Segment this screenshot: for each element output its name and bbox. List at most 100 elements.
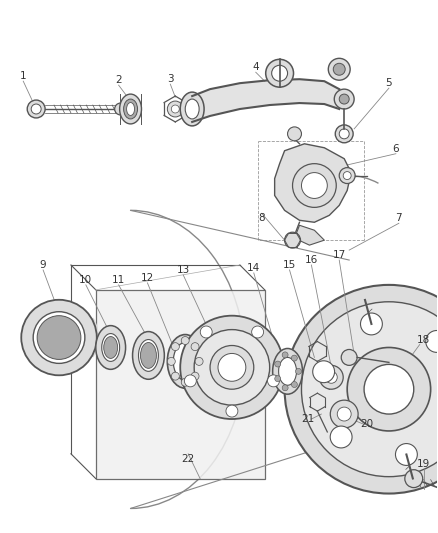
Circle shape — [396, 443, 417, 465]
Circle shape — [181, 378, 189, 386]
Circle shape — [194, 329, 270, 405]
Circle shape — [426, 330, 438, 352]
Text: 19: 19 — [417, 459, 430, 469]
Ellipse shape — [120, 94, 141, 124]
Ellipse shape — [185, 99, 199, 119]
Circle shape — [210, 345, 254, 389]
Ellipse shape — [279, 358, 297, 385]
Ellipse shape — [167, 335, 203, 388]
Text: 22: 22 — [182, 454, 195, 464]
Circle shape — [272, 65, 288, 81]
Text: 21: 21 — [301, 414, 314, 424]
Ellipse shape — [141, 343, 156, 368]
Circle shape — [171, 105, 179, 113]
Text: 7: 7 — [396, 213, 402, 223]
Circle shape — [288, 127, 301, 141]
Circle shape — [301, 173, 327, 198]
Ellipse shape — [124, 99, 138, 119]
Circle shape — [167, 358, 175, 365]
Text: 18: 18 — [417, 335, 430, 344]
Circle shape — [335, 125, 353, 143]
Circle shape — [27, 100, 45, 118]
Ellipse shape — [127, 102, 134, 116]
Ellipse shape — [138, 340, 159, 372]
Circle shape — [266, 59, 293, 87]
Text: 15: 15 — [283, 260, 296, 270]
Polygon shape — [294, 225, 324, 245]
Circle shape — [313, 361, 335, 383]
Circle shape — [360, 313, 382, 335]
Text: 4: 4 — [252, 62, 259, 72]
Circle shape — [184, 375, 196, 387]
Text: 10: 10 — [79, 275, 92, 285]
Circle shape — [285, 285, 438, 494]
Circle shape — [328, 58, 350, 80]
Text: 1: 1 — [20, 71, 27, 81]
Circle shape — [21, 300, 97, 375]
Circle shape — [339, 168, 355, 183]
Circle shape — [330, 426, 352, 448]
Polygon shape — [275, 144, 351, 222]
Text: 9: 9 — [40, 260, 46, 270]
Circle shape — [325, 372, 337, 383]
Circle shape — [171, 343, 179, 351]
Polygon shape — [192, 79, 339, 122]
Ellipse shape — [102, 334, 120, 361]
Text: 12: 12 — [141, 273, 154, 283]
Circle shape — [200, 326, 212, 338]
Circle shape — [275, 361, 281, 367]
Text: 14: 14 — [247, 263, 261, 273]
Circle shape — [341, 350, 357, 365]
Ellipse shape — [173, 343, 197, 380]
Circle shape — [330, 400, 358, 428]
Circle shape — [339, 94, 349, 104]
Circle shape — [181, 336, 189, 344]
Circle shape — [171, 372, 179, 380]
Circle shape — [195, 358, 203, 365]
Circle shape — [218, 353, 246, 381]
Circle shape — [347, 348, 431, 431]
Circle shape — [191, 343, 199, 351]
Text: 2: 2 — [115, 75, 122, 85]
Ellipse shape — [104, 336, 118, 358]
Circle shape — [282, 385, 288, 391]
Circle shape — [268, 375, 279, 387]
Circle shape — [291, 382, 297, 387]
Ellipse shape — [273, 349, 303, 394]
Circle shape — [364, 365, 414, 414]
Polygon shape — [96, 290, 265, 479]
Circle shape — [191, 372, 199, 380]
Text: 3: 3 — [167, 74, 173, 84]
Circle shape — [275, 376, 281, 382]
Circle shape — [252, 326, 264, 338]
Circle shape — [285, 232, 300, 248]
Ellipse shape — [96, 326, 126, 369]
Text: 17: 17 — [332, 250, 346, 260]
Text: 13: 13 — [177, 265, 190, 275]
Circle shape — [405, 470, 423, 488]
Circle shape — [37, 316, 81, 359]
Circle shape — [293, 164, 336, 207]
Circle shape — [333, 63, 345, 75]
Circle shape — [282, 352, 288, 358]
Circle shape — [337, 407, 351, 421]
Text: 11: 11 — [112, 275, 125, 285]
Circle shape — [226, 405, 238, 417]
Circle shape — [180, 316, 283, 419]
Circle shape — [301, 302, 438, 477]
Circle shape — [291, 355, 297, 361]
Ellipse shape — [180, 92, 204, 126]
Circle shape — [343, 172, 351, 180]
Circle shape — [33, 312, 85, 364]
Text: 6: 6 — [392, 144, 399, 154]
Circle shape — [31, 104, 41, 114]
Circle shape — [319, 365, 343, 389]
Circle shape — [339, 129, 349, 139]
Circle shape — [167, 101, 183, 117]
Ellipse shape — [133, 332, 164, 379]
Text: 5: 5 — [385, 78, 392, 88]
Circle shape — [115, 103, 127, 115]
Circle shape — [296, 368, 301, 374]
Text: 16: 16 — [305, 255, 318, 265]
Text: 20: 20 — [360, 419, 374, 429]
